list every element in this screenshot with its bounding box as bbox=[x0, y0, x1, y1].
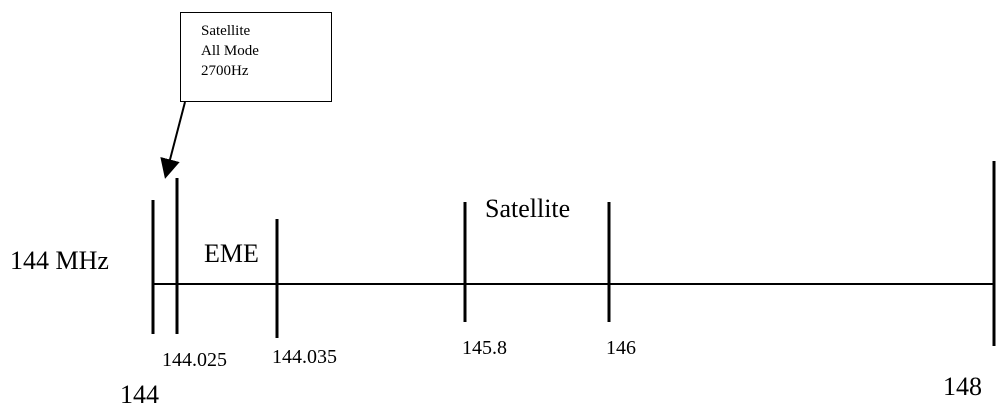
satellite-all-mode-callout: Satellite All Mode 2700Hz bbox=[180, 12, 332, 102]
callout-line-3: 2700Hz bbox=[201, 63, 249, 79]
callout-line-2: All Mode bbox=[201, 43, 259, 59]
satellite-segment-label: Satellite bbox=[485, 194, 571, 223]
eme-segment-label: EME bbox=[204, 239, 259, 268]
freq-label-144: 144 bbox=[120, 380, 159, 409]
callout-arrow bbox=[160, 101, 186, 179]
freq-label-146: 146 bbox=[606, 337, 636, 359]
band-label: 144 MHz bbox=[10, 246, 109, 275]
freq-label-144-025: 144.025 bbox=[162, 349, 227, 371]
freq-label-144-035: 144.035 bbox=[272, 346, 337, 368]
callout-line-1: Satellite bbox=[201, 23, 251, 39]
freq-label-148: 148 bbox=[943, 372, 982, 401]
freq-label-145-8: 145.8 bbox=[462, 337, 507, 359]
